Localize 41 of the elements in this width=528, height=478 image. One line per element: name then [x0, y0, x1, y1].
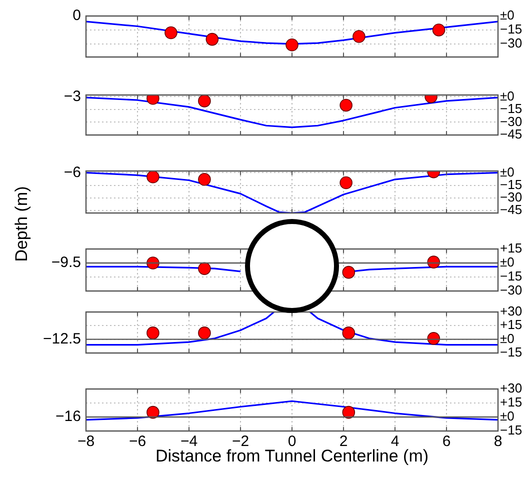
x-tick-label: −6: [128, 433, 146, 450]
text: −3: [64, 88, 81, 105]
point: [286, 38, 298, 52]
y2-tick-label: −15: [500, 176, 522, 192]
y2-tick-label: −15: [500, 101, 522, 116]
y2-tick-label: ±0: [500, 88, 514, 104]
point: [198, 262, 211, 275]
y2-tick-label: −15: [500, 344, 522, 360]
y2-tick-label: −30: [500, 282, 522, 298]
y2-tick-label: −45: [500, 126, 522, 142]
point: [164, 26, 178, 40]
y2-tick-label: +15: [500, 240, 522, 256]
y2-tick-label: ±0: [500, 164, 514, 180]
text: −16: [56, 408, 81, 426]
y2-tick-label: +15: [500, 317, 522, 332]
x-tick-label: 6: [442, 433, 451, 450]
y2-tick-label: ±0: [500, 330, 514, 346]
y2-tick-label: −30: [500, 114, 522, 129]
point: [206, 32, 219, 46]
y2-tick-label: +30: [500, 304, 522, 319]
text: −9.5: [51, 254, 81, 272]
y2-tick-label: +30: [500, 380, 522, 396]
x-tick-label: 8: [494, 433, 502, 450]
text: −6: [64, 164, 81, 181]
text: −12.5: [43, 330, 81, 348]
y2-tick-label: ±0: [500, 8, 514, 23]
point: [432, 24, 446, 36]
y2-tick-label: ±0: [500, 408, 514, 424]
y2-tick-label: −30: [500, 36, 522, 51]
y2-tick-label: −30: [500, 189, 522, 204]
y2-tick-label: +15: [500, 394, 522, 410]
y2-tick-label: −15: [500, 22, 522, 37]
point: [352, 30, 366, 43]
x-tick-label: −8: [77, 433, 95, 450]
y2-tick-label: −15: [500, 268, 522, 284]
y2-tick-label: −45: [500, 202, 522, 218]
point: [342, 266, 356, 279]
y-axis-title: Depth (m): [12, 184, 32, 264]
y2-tick-label: ±0: [500, 254, 514, 270]
text: 0: [72, 7, 81, 24]
y2-tick-label: −15: [500, 422, 522, 438]
